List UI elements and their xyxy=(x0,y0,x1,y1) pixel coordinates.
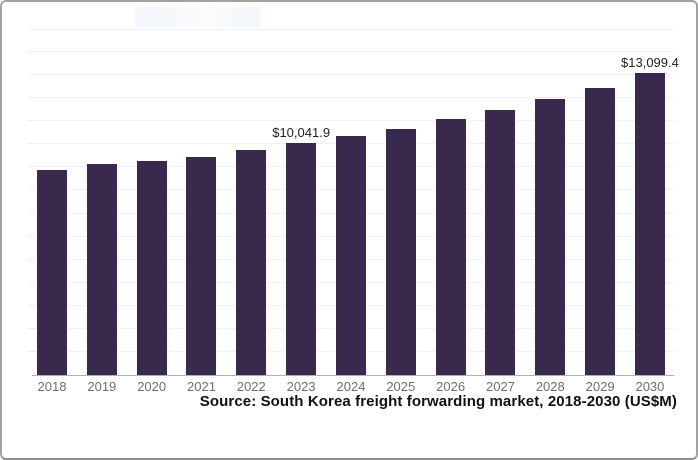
gridline xyxy=(28,51,674,53)
bar-2019 xyxy=(86,164,117,375)
gridline xyxy=(28,74,674,76)
x-axis-tick-label: 2020 xyxy=(137,379,167,394)
bar-2021 xyxy=(186,157,217,375)
bar-2020 xyxy=(136,160,167,375)
bar-2022 xyxy=(236,150,267,375)
source-note: Source: South Korea freight forwarding m… xyxy=(199,393,677,410)
x-axis-tick-label: 2024 xyxy=(336,379,366,394)
x-axis-tick-label: 2030 xyxy=(635,379,665,394)
x-axis-tick-label: 2029 xyxy=(585,379,615,394)
bars-container: $10,041.9 $13,099.4 xyxy=(37,29,679,375)
x-axis-tick-label: 2026 xyxy=(436,379,466,394)
x-axis-tick-label: 2027 xyxy=(485,379,515,394)
gridline xyxy=(28,120,674,122)
x-axis-labels: 2018 2019 2020 2021 2022 2023 2024 2025 2026 2027… xyxy=(37,379,665,394)
bar-value-label: $10,041.9 xyxy=(272,125,331,141)
watermark xyxy=(135,7,260,27)
x-axis-tick-label: 2023 xyxy=(286,379,316,394)
bar-2018 xyxy=(37,169,67,375)
bar-2025 xyxy=(385,128,416,375)
x-axis-tick-label: 2018 xyxy=(37,379,67,394)
bar-2024 xyxy=(335,136,366,375)
x-axis-tick-label: 2021 xyxy=(187,379,216,394)
gridline xyxy=(28,97,674,99)
bar-chart-plot-area: $10,041.9 $13,099.4 xyxy=(28,29,679,376)
bar-2028 xyxy=(535,99,566,375)
x-axis-tick-label: 2022 xyxy=(236,379,266,394)
bar-2030: $13,099.4 xyxy=(621,55,679,375)
bar-2029 xyxy=(585,88,616,375)
x-axis-tick-label: 2019 xyxy=(87,379,117,394)
bar-2027 xyxy=(485,110,516,375)
x-axis-tick-label: 2025 xyxy=(386,379,416,394)
bar-value-label: $13,099.4 xyxy=(621,54,679,70)
gridline xyxy=(28,29,674,30)
bar-2026 xyxy=(435,119,466,375)
x-axis-tick-label: 2028 xyxy=(535,379,565,394)
bar-2023: $10,041.9 xyxy=(272,125,330,375)
